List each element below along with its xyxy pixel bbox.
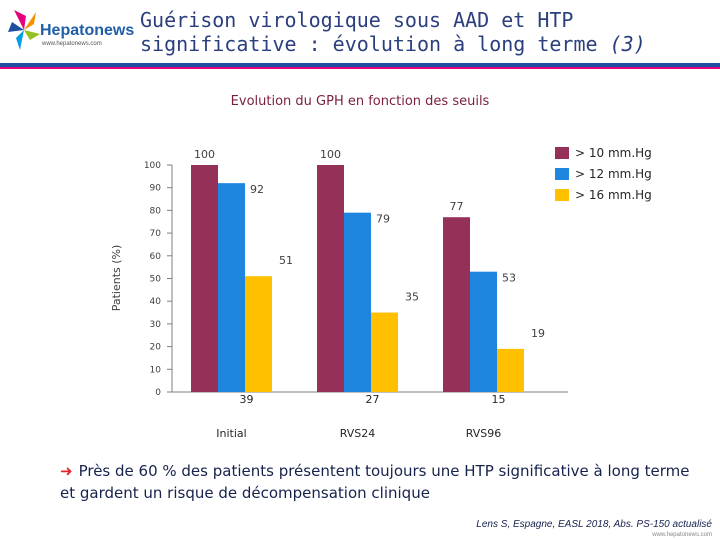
bar-value-label: 53 bbox=[502, 272, 516, 285]
arrow-right-icon: ➜ bbox=[60, 462, 73, 480]
title-line-2-text: significative : évolution à long terme bbox=[140, 32, 598, 56]
caption-text: Près de 60 % des patients présentent tou… bbox=[60, 462, 690, 502]
legend-swatch-1 bbox=[555, 147, 569, 159]
n-value-label: 39 bbox=[240, 393, 254, 406]
legend-swatch-2 bbox=[555, 168, 569, 180]
bar-value-label: 100 bbox=[194, 148, 215, 161]
bar-rvs24-series-2 bbox=[344, 212, 371, 392]
bar-rvs24-series-3 bbox=[371, 312, 398, 392]
n-value-label: 27 bbox=[366, 393, 380, 406]
y-tick-label: 10 bbox=[150, 365, 162, 375]
logo-url: www.hepatonews.com bbox=[42, 41, 102, 47]
y-tick-label: 90 bbox=[150, 184, 162, 194]
n-value-label: 15 bbox=[492, 393, 506, 406]
x-category-label: RVS24 bbox=[340, 427, 376, 440]
title-line-1: Guérison virologique sous AAD et HTP bbox=[140, 8, 574, 32]
legend-label-3: > 16 mm.Hg bbox=[575, 188, 652, 202]
bar-initial-series-3 bbox=[245, 276, 272, 392]
footer-url: www.hepatonews.com bbox=[652, 532, 712, 538]
bar-value-label: 51 bbox=[279, 254, 293, 267]
x-category-label: RVS96 bbox=[466, 427, 502, 440]
y-tick-label: 40 bbox=[150, 297, 162, 307]
header-divider bbox=[0, 63, 720, 67]
bar-rvs96-series-2 bbox=[470, 271, 497, 392]
bar-value-label: 100 bbox=[320, 148, 341, 161]
title-line-2: significative : évolution à long terme (… bbox=[140, 32, 700, 56]
y-tick-label: 70 bbox=[150, 229, 162, 239]
y-tick-label: 50 bbox=[150, 275, 162, 285]
bar-chart: 0 10 20 30 40 50 60 70 80 90 100 Patients (%) 100 92 5… bbox=[110, 146, 652, 440]
legend-label-1: > 10 mm.Hg bbox=[575, 146, 652, 160]
y-tick-label: 80 bbox=[150, 206, 162, 216]
bar-value-label: 77 bbox=[450, 200, 464, 213]
bar-rvs24-series-1 bbox=[317, 165, 344, 392]
bar-value-label: 19 bbox=[531, 327, 545, 340]
header-divider-accent bbox=[0, 67, 720, 69]
y-tick-label: 30 bbox=[150, 320, 162, 330]
logo: Hepatonews www.hepatonews.com bbox=[6, 8, 134, 56]
bar-value-label: 35 bbox=[405, 291, 419, 304]
bar-initial-series-1 bbox=[191, 165, 218, 392]
legend-label-2: > 12 mm.Hg bbox=[575, 167, 652, 181]
legend-swatch-3 bbox=[555, 189, 569, 201]
reference: Lens S, Espagne, EASL 2018, Abs. PS-150 … bbox=[476, 519, 712, 530]
y-tick-label: 0 bbox=[155, 388, 161, 398]
logo-pinwheel-icon bbox=[8, 10, 40, 50]
y-tick-label: 20 bbox=[150, 343, 162, 353]
logo-text: Hepatonews bbox=[40, 22, 135, 39]
y-axis-label: Patients (%) bbox=[110, 245, 123, 312]
y-tick-label: 60 bbox=[150, 252, 162, 262]
bar-initial-series-2 bbox=[218, 183, 245, 392]
chart-title: Evolution du GPH en fonction des seuils bbox=[230, 94, 490, 109]
caption: ➜ Près de 60 % des patients présentent to… bbox=[60, 460, 700, 504]
bar-value-label: 92 bbox=[250, 183, 264, 196]
bar-rvs96-series-3 bbox=[497, 348, 524, 392]
slide-title: Guérison virologique sous AAD et HTP sig… bbox=[140, 8, 700, 56]
y-tick-label: 100 bbox=[144, 161, 161, 171]
bar-value-label: 79 bbox=[376, 213, 390, 226]
bar-rvs96-series-1 bbox=[443, 217, 470, 392]
title-suffix: (3) bbox=[609, 32, 646, 56]
x-category-label: Initial bbox=[216, 427, 246, 440]
